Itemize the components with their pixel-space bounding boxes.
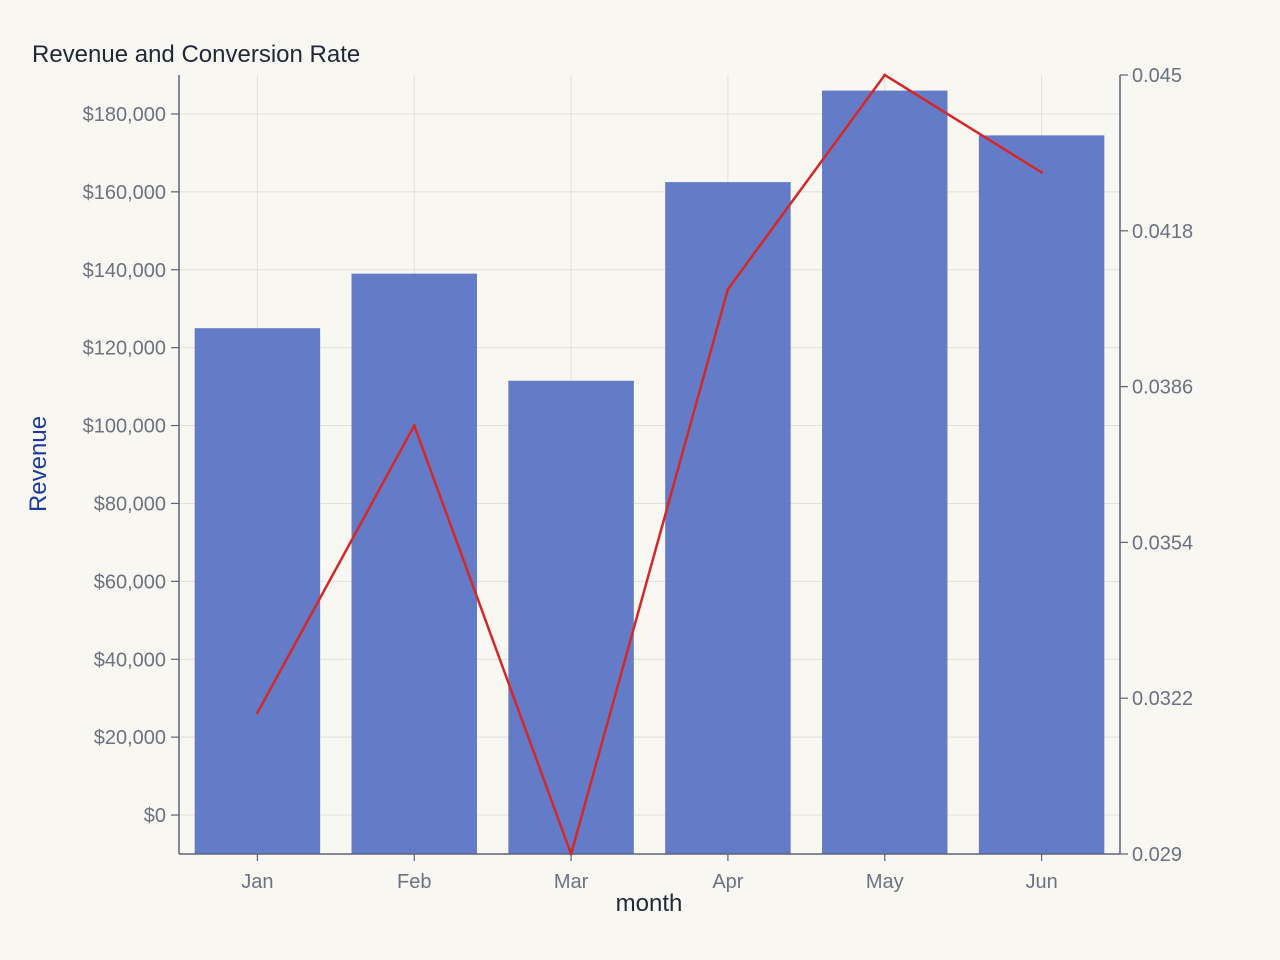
conversion-rate-line — [256, 73, 1043, 856]
x-tick-label: Jan — [241, 871, 273, 893]
y-tick-label: $180,000 — [83, 104, 166, 126]
line-point-jan — [255, 711, 259, 715]
y-tick-label: $40,000 — [94, 649, 166, 671]
x-tick-label: Mar — [554, 871, 589, 893]
bar-jan — [194, 328, 321, 854]
y2-tick-label: 0.0418 — [1132, 221, 1193, 243]
x-tick-label: Apr — [712, 871, 743, 893]
y2-tick-label: 0.045 — [1132, 65, 1182, 87]
y2-tick-label: 0.0386 — [1132, 377, 1193, 399]
x-axis-title: month — [616, 890, 683, 917]
y2-tick-label: 0.0354 — [1132, 532, 1193, 554]
y2-tick-label: 0.0322 — [1132, 688, 1193, 710]
bar-apr — [665, 182, 791, 855]
y-tick-label: $160,000 — [83, 182, 166, 204]
tick-layer: $0 $20,000 $40,000 $60,000 $80,000 $100,000 $1… — [83, 65, 1194, 893]
chart-title: Revenue and Conversion Rate — [32, 41, 360, 68]
y2-tick-label: 0.029 — [1132, 844, 1182, 866]
line-point-may — [883, 73, 887, 77]
y-axis-title: Revenue — [25, 416, 52, 512]
line-point-jun — [1040, 170, 1044, 174]
y-tick-label: $60,000 — [94, 571, 166, 593]
bar-may — [822, 90, 948, 854]
x-tick-label: May — [866, 871, 904, 893]
axis-layer — [178, 75, 1121, 855]
y-tick-label: $80,000 — [94, 493, 166, 515]
x-tick-label: Feb — [397, 871, 431, 893]
bar-feb — [351, 273, 477, 854]
line-layer — [255, 73, 1044, 856]
y-tick-label: $100,000 — [83, 416, 166, 438]
bar-mar — [508, 380, 634, 854]
y-tick-label: $140,000 — [83, 260, 166, 282]
line-point-feb — [412, 424, 416, 428]
bar-jun — [978, 135, 1105, 854]
y-tick-label: $120,000 — [83, 338, 166, 360]
y-tick-label: $0 — [144, 805, 166, 827]
y-tick-label: $20,000 — [94, 727, 166, 749]
x-tick-label: Jun — [1025, 871, 1057, 893]
bar-layer — [194, 90, 1105, 855]
line-point-apr — [726, 287, 730, 291]
